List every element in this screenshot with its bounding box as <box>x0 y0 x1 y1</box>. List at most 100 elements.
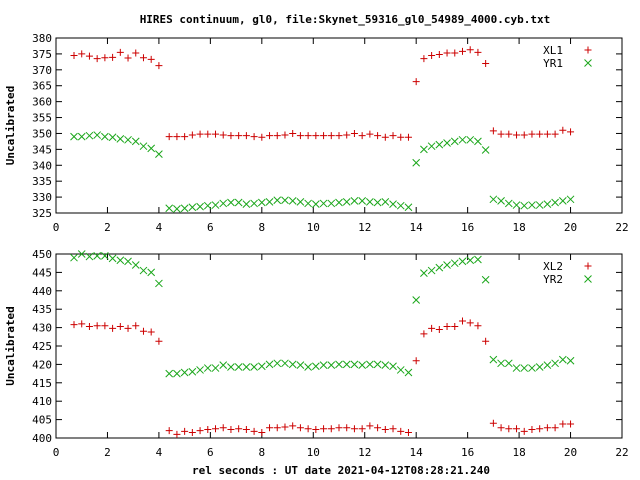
data-point-yr1 <box>288 197 297 205</box>
data-point-xl2 <box>381 426 389 434</box>
data-point-yr2 <box>155 279 163 288</box>
x-tick-label: 12 <box>358 221 371 234</box>
data-point-xl1 <box>404 133 412 141</box>
data-point-xl1 <box>343 131 351 139</box>
y-tick-label: 340 <box>32 159 52 172</box>
data-point-yr2 <box>93 251 102 260</box>
data-point-xl1 <box>70 52 78 59</box>
data-point-yr1 <box>196 202 204 211</box>
data-point-yr2 <box>404 368 413 377</box>
data-point-xl1 <box>497 130 505 138</box>
data-point-xl1 <box>242 132 250 140</box>
data-point-xl2 <box>132 322 140 330</box>
data-point-yr1 <box>373 198 382 207</box>
x-tick-label: 0 <box>53 221 60 234</box>
y-tick-label: 450 <box>32 248 52 261</box>
data-point-yr2 <box>381 361 390 369</box>
data-point-yr2 <box>551 359 559 368</box>
data-point-xl1 <box>381 133 389 141</box>
data-point-yr2 <box>350 360 359 369</box>
y-tick-label: 360 <box>32 96 52 109</box>
data-point-yr1 <box>304 199 312 208</box>
x-tick-label: 2 <box>104 221 111 234</box>
data-point-xl1 <box>235 132 243 140</box>
data-point-xl2 <box>451 322 459 330</box>
data-point-xl2 <box>482 337 490 345</box>
y-tick-label: 335 <box>32 175 52 188</box>
data-point-yr2 <box>396 366 405 374</box>
data-point-yr2 <box>389 362 397 371</box>
x-tick-label: 22 <box>615 446 628 459</box>
data-point-yr2 <box>250 363 258 371</box>
data-point-xl1 <box>374 132 382 140</box>
data-point-yr1 <box>327 199 336 208</box>
data-point-yr1 <box>93 131 102 139</box>
data-point-xl2 <box>536 425 544 433</box>
data-point-xl1 <box>366 130 374 138</box>
data-point-xl2 <box>101 322 109 330</box>
data-point-xl1 <box>139 54 147 62</box>
y-tick-label: 435 <box>32 303 52 316</box>
x-axis-label: rel seconds : UT date 2021-04-12T08:28:2… <box>192 464 490 477</box>
data-point-yr1 <box>147 144 156 153</box>
data-point-yr1 <box>458 135 467 144</box>
data-point-yr2 <box>311 362 320 371</box>
data-point-yr2 <box>481 275 490 284</box>
data-point-xl2 <box>304 425 312 433</box>
plot-frame <box>55 253 623 439</box>
legend-label-yr1: YR1 <box>543 57 563 70</box>
data-point-xl1 <box>389 132 397 140</box>
data-point-yr2 <box>327 361 336 369</box>
data-point-yr1 <box>551 198 559 207</box>
data-point-xl2 <box>85 322 93 330</box>
legend-marker-yr2 <box>584 275 592 283</box>
data-point-yr1 <box>420 145 428 154</box>
data-point-xl1 <box>489 127 497 135</box>
data-point-xl2 <box>242 426 250 434</box>
data-point-xl1 <box>101 54 109 62</box>
data-point-yr2 <box>304 363 312 371</box>
data-point-yr1 <box>296 198 305 206</box>
data-point-yr2 <box>196 366 204 374</box>
data-point-xl2 <box>250 427 258 435</box>
data-point-yr2 <box>535 363 544 371</box>
data-point-yr1 <box>558 197 567 205</box>
y-tick-label: 415 <box>32 377 52 390</box>
x-tick-label: 6 <box>207 221 214 234</box>
data-point-xl1 <box>474 48 482 56</box>
data-point-xl1 <box>505 130 513 138</box>
x-tick-label: 14 <box>410 446 424 459</box>
data-point-xl1 <box>482 59 490 67</box>
y-tick-label: 375 <box>32 48 52 61</box>
data-point-xl1 <box>513 131 521 139</box>
data-point-xl1 <box>443 49 451 57</box>
data-point-yr2 <box>70 253 78 262</box>
data-point-yr1 <box>427 142 436 151</box>
data-point-xl2 <box>296 424 304 432</box>
data-point-xl2 <box>212 425 220 433</box>
data-point-yr2 <box>273 359 282 368</box>
data-point-yr2 <box>173 369 181 378</box>
data-point-yr1 <box>219 199 228 208</box>
data-point-xl2 <box>196 427 204 435</box>
data-point-xl2 <box>335 424 343 432</box>
data-point-yr1 <box>108 133 117 142</box>
data-point-yr2 <box>85 252 94 261</box>
y-tick-label: 425 <box>32 340 52 353</box>
data-point-yr1 <box>165 204 174 213</box>
data-point-yr2 <box>474 255 482 264</box>
data-point-xl2 <box>266 424 274 432</box>
data-point-yr1 <box>116 135 125 143</box>
x-tick-label: 10 <box>307 446 320 459</box>
data-point-yr2 <box>281 359 289 368</box>
data-point-yr2 <box>101 251 109 260</box>
data-point-xl1 <box>536 130 544 138</box>
data-point-xl1 <box>258 133 266 141</box>
data-point-yr1 <box>481 146 490 154</box>
data-point-xl1 <box>266 132 274 140</box>
legend-marker-xl2 <box>584 262 592 270</box>
data-point-yr2 <box>108 254 117 263</box>
data-point-xl2 <box>543 424 551 432</box>
data-point-xl1 <box>412 78 420 86</box>
data-point-yr2 <box>227 363 235 371</box>
